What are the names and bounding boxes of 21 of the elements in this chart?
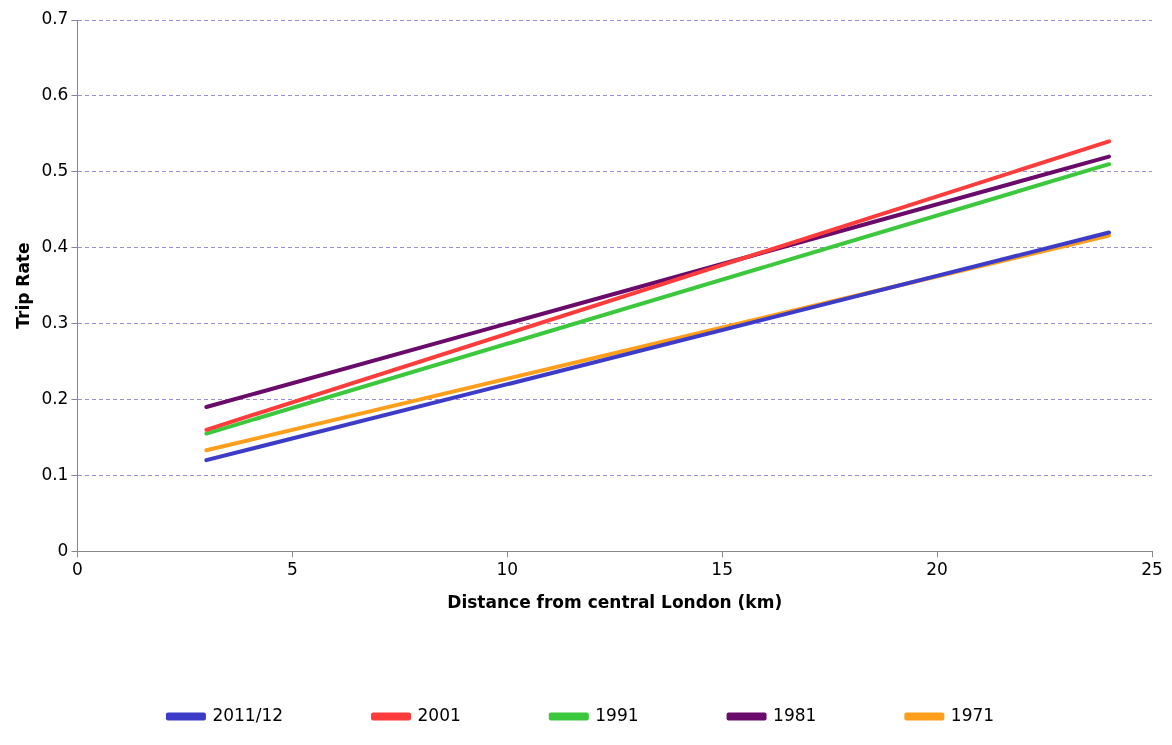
- y-tick-label: 0.2: [41, 387, 69, 408]
- legend-label: 1981: [773, 704, 817, 725]
- x-tick-label: 20: [926, 558, 948, 579]
- y-tick-label: 0.3: [41, 311, 69, 332]
- x-tick-label: 25: [1141, 558, 1163, 579]
- x-tick-label: 0: [72, 558, 83, 579]
- y-tick-label: 0.1: [41, 463, 69, 484]
- y-tick-label: 0.5: [41, 160, 69, 181]
- x-tick-label: 15: [711, 558, 733, 579]
- legend-label: 1991: [595, 704, 639, 725]
- x-axis-title: Distance from central London (km): [447, 592, 783, 613]
- x-tick-label: 5: [286, 558, 298, 579]
- legend-label: 2011/12: [212, 704, 284, 725]
- y-tick-label: 0.4: [41, 236, 69, 257]
- y-axis-title: Trip Rate: [12, 242, 33, 329]
- x-tick-label: 10: [496, 558, 519, 579]
- y-tick-label: 0: [57, 539, 69, 560]
- y-tick-label: 0.6: [41, 84, 69, 105]
- y-tick-label: 0.7: [41, 8, 69, 29]
- legend-label: 2001: [417, 704, 461, 725]
- legend-label: 1971: [950, 704, 995, 725]
